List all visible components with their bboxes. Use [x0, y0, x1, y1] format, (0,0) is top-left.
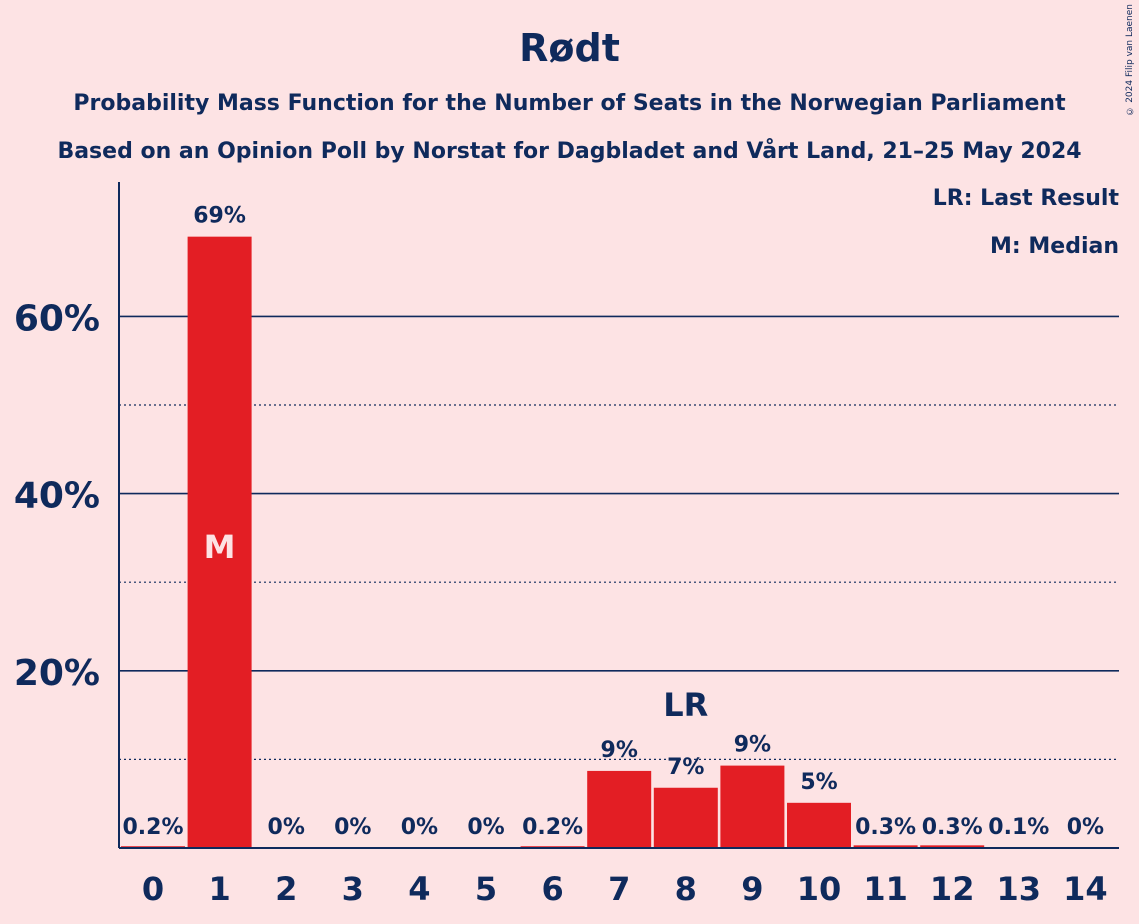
data-label: 9%	[601, 738, 638, 763]
bar	[787, 802, 851, 848]
x-tick-label: 8	[675, 870, 697, 908]
bar	[187, 236, 252, 848]
x-tick-label: 14	[1063, 870, 1108, 908]
x-tick-label: 3	[342, 870, 364, 908]
legend-median: M: Median	[990, 234, 1119, 259]
y-tick-label: 60%	[14, 298, 100, 339]
y-tick-label: 20%	[14, 653, 100, 694]
x-tick-label: 11	[863, 870, 908, 908]
data-label: 0%	[268, 815, 305, 840]
x-tick-label: 5	[475, 870, 497, 908]
data-label: 0%	[401, 815, 438, 840]
data-label: 0%	[334, 815, 371, 840]
x-tick-label: 2	[275, 870, 297, 908]
median-marker: M	[204, 528, 236, 566]
legend-last-result: LR: Last Result	[932, 186, 1119, 211]
x-tick-label: 6	[541, 870, 563, 908]
x-tick-label: 9	[741, 870, 763, 908]
data-label: 0%	[467, 815, 504, 840]
data-label: 69%	[193, 204, 246, 229]
bar	[653, 787, 718, 848]
data-label: 0.2%	[522, 815, 583, 840]
bar	[920, 845, 985, 848]
chart-subtitle-line-2: Based on an Opinion Poll by Norstat for …	[57, 139, 1082, 164]
bar	[720, 765, 785, 848]
x-tick-label: 12	[930, 870, 975, 908]
bar	[853, 845, 918, 848]
data-label: 0%	[1067, 815, 1104, 840]
data-label: 0.3%	[855, 815, 916, 840]
chart-subtitle-line-1: Probability Mass Function for the Number…	[73, 91, 1066, 116]
bar	[587, 770, 652, 848]
data-label: 7%	[667, 755, 704, 780]
data-label: 0.1%	[988, 815, 1049, 840]
data-label: 5%	[800, 770, 837, 795]
x-tick-label: 13	[997, 870, 1042, 908]
data-label: 0.3%	[922, 815, 983, 840]
x-tick-label: 10	[797, 870, 842, 908]
data-label: 9%	[734, 733, 771, 758]
x-tick-label: 7	[608, 870, 630, 908]
last-result-marker: LR	[663, 686, 708, 724]
y-tick-label: 40%	[14, 476, 100, 517]
x-tick-label: 1	[208, 870, 230, 908]
data-label: 0.2%	[122, 815, 183, 840]
x-tick-label: 0	[142, 870, 164, 908]
x-tick-label: 4	[408, 870, 430, 908]
chart-title: Rødt	[519, 26, 620, 70]
